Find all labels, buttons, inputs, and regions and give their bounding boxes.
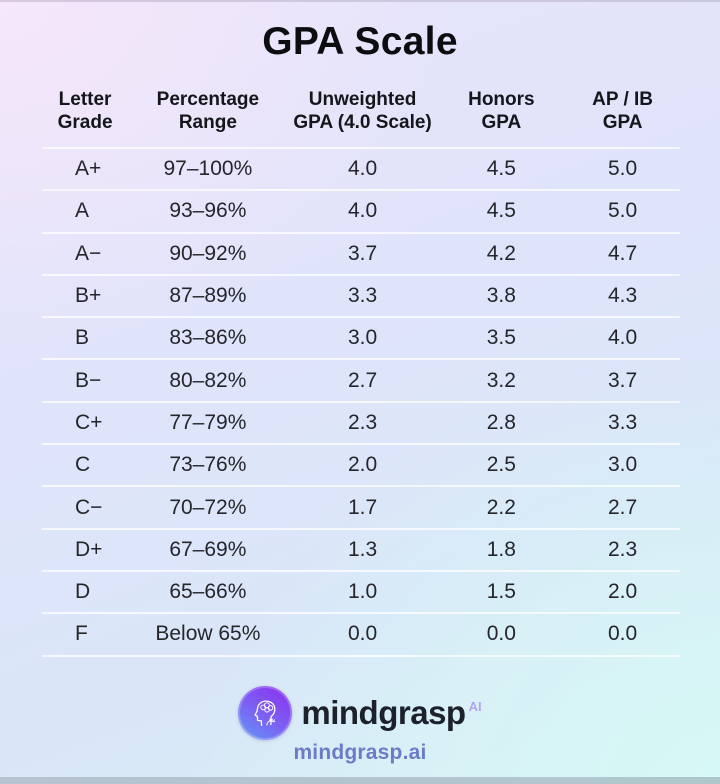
cell-unweighted-gpa: 1.3 <box>287 527 438 571</box>
cell-percentage-range: 87–89% <box>128 273 288 318</box>
cell-honors-gpa: 4.5 <box>437 146 566 191</box>
top-edge-band <box>0 0 720 2</box>
cell-letter-grade: D <box>42 569 129 614</box>
cell-unweighted-gpa: 3.0 <box>287 316 438 360</box>
cell-honors-gpa: 3.2 <box>437 358 566 402</box>
cell-unweighted-gpa: 1.7 <box>287 485 438 529</box>
cell-ap-ib-gpa: 4.3 <box>565 273 680 318</box>
cell-ap-ib-gpa: 3.7 <box>565 358 680 402</box>
cell-percentage-range: 73–76% <box>128 443 288 487</box>
cell-unweighted-gpa: 3.7 <box>287 231 438 275</box>
column-header-percentage-range: Percentage Range <box>156 89 260 133</box>
cell-ap-ib-gpa: 5.0 <box>565 189 680 233</box>
cell-ap-ib-gpa: 2.7 <box>565 485 680 529</box>
table-row: C+ 77–79% 2.3 2.8 3.3 <box>42 400 680 445</box>
cell-ap-ib-gpa: 2.0 <box>565 569 680 614</box>
cell-unweighted-gpa: 4.0 <box>287 146 438 191</box>
cell-unweighted-gpa: 4.0 <box>287 189 438 233</box>
table-row: D 65–66% 1.0 1.5 2.0 <box>42 569 680 614</box>
cell-letter-grade: D+ <box>42 527 129 571</box>
cell-honors-gpa: 3.8 <box>437 273 566 318</box>
column-header-honors-gpa: Honors GPA <box>468 89 535 133</box>
cell-honors-gpa: 4.2 <box>437 231 566 275</box>
cell-honors-gpa: 1.8 <box>437 527 566 571</box>
cell-letter-grade: F <box>42 612 129 657</box>
cell-honors-gpa: 3.5 <box>437 316 566 360</box>
cell-letter-grade: C+ <box>42 400 129 445</box>
brand-row: mindgrasp AI <box>238 686 482 740</box>
table-row: B 83–86% 3.0 3.5 4.0 <box>42 316 680 360</box>
brand-website-text: mindgrasp.ai <box>293 741 427 764</box>
column-header-ap-ib-gpa: AP / IB GPA <box>592 89 654 133</box>
cell-percentage-range: 67–69% <box>128 527 288 571</box>
cell-ap-ib-gpa: 3.3 <box>565 400 680 445</box>
cell-honors-gpa: 2.8 <box>437 400 566 445</box>
cell-ap-ib-gpa: 5.0 <box>565 146 680 191</box>
table-row: B+ 87–89% 3.3 3.8 4.3 <box>42 273 680 318</box>
table-row: B− 80–82% 2.7 3.2 3.7 <box>42 358 680 402</box>
cell-letter-grade: A <box>42 189 129 233</box>
table-row: A− 90–92% 3.7 4.2 4.7 <box>42 231 680 275</box>
table-header-row: Letter Grade Percentage Range Unweighted GPA … <box>42 88 680 148</box>
cell-unweighted-gpa: 2.7 <box>287 358 438 402</box>
table-row: A 93–96% 4.0 4.5 5.0 <box>42 189 680 233</box>
cell-percentage-range: 70–72% <box>128 485 288 529</box>
brain-head-icon <box>238 686 293 740</box>
cell-letter-grade: A− <box>42 231 129 275</box>
cell-unweighted-gpa: 0.0 <box>287 612 438 657</box>
cell-honors-gpa: 1.5 <box>437 569 566 614</box>
cell-letter-grade: A+ <box>42 146 129 191</box>
cell-percentage-range: 93–96% <box>128 189 288 233</box>
cell-ap-ib-gpa: 4.0 <box>565 316 680 360</box>
cell-unweighted-gpa: 2.3 <box>287 400 438 445</box>
cell-letter-grade: B+ <box>42 273 129 318</box>
brand-ai-superscript: AI <box>468 699 482 714</box>
cell-unweighted-gpa: 3.3 <box>287 273 438 318</box>
cell-percentage-range: 97–100% <box>128 146 288 191</box>
footer-brand: mindgrasp AI mindgrasp.ai <box>0 686 720 765</box>
page-title: GPA Scale <box>262 20 458 63</box>
brand-wordmark: mindgrasp <box>301 694 466 731</box>
cell-honors-gpa: 0.0 <box>437 612 566 657</box>
column-header-unweighted-gpa: Unweighted GPA (4.0 Scale) <box>293 89 432 133</box>
table-body: A+ 97–100% 4.0 4.5 5.0 A 93–96% 4.0 4.5 5.0 A− 90–9… <box>42 146 680 657</box>
cell-unweighted-gpa: 1.0 <box>287 569 438 614</box>
bottom-edge-band <box>0 777 720 784</box>
table-row: C 73–76% 2.0 2.5 3.0 <box>42 443 680 487</box>
cell-honors-gpa: 2.2 <box>437 485 566 529</box>
cell-ap-ib-gpa: 4.7 <box>565 231 680 275</box>
cell-percentage-range: Below 65% <box>128 612 288 657</box>
cell-ap-ib-gpa: 0.0 <box>565 612 680 657</box>
table-row: A+ 97–100% 4.0 4.5 5.0 <box>42 146 680 191</box>
table-row: F Below 65% 0.0 0.0 0.0 <box>42 612 680 657</box>
cell-unweighted-gpa: 2.0 <box>287 443 438 487</box>
cell-honors-gpa: 4.5 <box>437 189 566 233</box>
table-row: D+ 67–69% 1.3 1.8 2.3 <box>42 527 680 571</box>
cell-letter-grade: C− <box>42 485 129 529</box>
cell-honors-gpa: 2.5 <box>437 443 566 487</box>
cell-percentage-range: 90–92% <box>128 231 288 275</box>
cell-letter-grade: C <box>42 443 129 487</box>
cell-percentage-range: 80–82% <box>128 358 288 402</box>
cell-letter-grade: B <box>42 316 129 360</box>
gpa-scale-table: Letter Grade Percentage Range Unweighted GPA … <box>42 88 680 657</box>
cell-ap-ib-gpa: 3.0 <box>565 443 680 487</box>
table-row: C− 70–72% 1.7 2.2 2.7 <box>42 485 680 529</box>
cell-percentage-range: 77–79% <box>128 400 288 445</box>
cell-letter-grade: B− <box>42 358 129 402</box>
cell-percentage-range: 83–86% <box>128 316 288 360</box>
column-header-letter-grade: Letter Grade <box>57 89 113 133</box>
cell-ap-ib-gpa: 2.3 <box>565 527 680 571</box>
cell-percentage-range: 65–66% <box>128 569 288 614</box>
